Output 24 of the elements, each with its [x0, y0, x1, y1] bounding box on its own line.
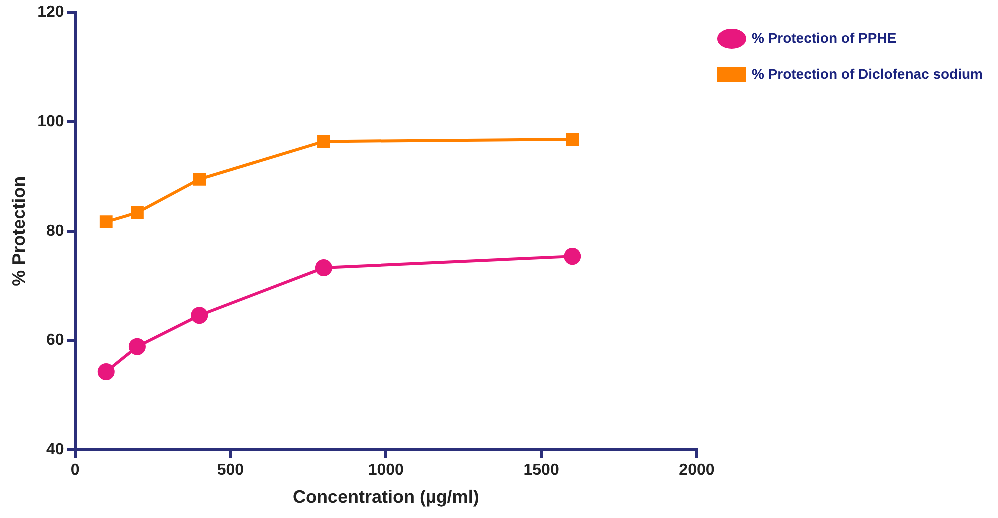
y-axis-title: % Protection	[8, 176, 29, 286]
x-tick-label: 0	[70, 462, 80, 480]
point	[315, 260, 332, 277]
point	[128, 338, 146, 356]
x-tick-label: 1500	[524, 462, 560, 480]
point	[191, 307, 208, 324]
y-tick-label: 120	[38, 4, 64, 22]
y-tick-label: 60	[46, 332, 64, 350]
y-tick-label: 100	[38, 113, 64, 130]
x-tick-label: 2000	[679, 462, 715, 480]
point	[131, 206, 144, 220]
legend-label: % Protection of Diclofenac sodium	[752, 66, 984, 82]
point	[193, 172, 206, 186]
point	[100, 216, 113, 229]
x-axis-title: Concentration (µg/ml)	[292, 487, 480, 508]
point	[318, 135, 330, 148]
point	[564, 248, 582, 266]
legend-label: % Protection of PPHE	[752, 30, 897, 46]
point	[98, 363, 115, 380]
point	[566, 133, 580, 146]
x-tick-label: 500	[217, 462, 244, 480]
y-tick-label: 80	[46, 222, 64, 240]
x-tick-label: 1000	[368, 462, 404, 480]
y-tick-label: 40	[46, 442, 64, 459]
